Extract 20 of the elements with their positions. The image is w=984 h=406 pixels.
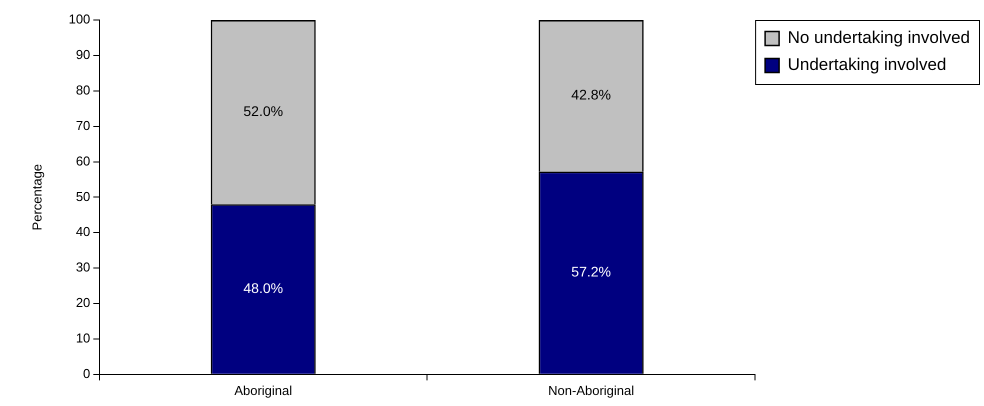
y-tick-label: 20 (76, 295, 90, 310)
x-tick-label: Aboriginal (234, 382, 292, 398)
y-tick-label: 50 (76, 188, 90, 204)
legend-label: Undertaking involved (788, 55, 946, 74)
y-axis-title: Percentage (29, 164, 44, 230)
y-tick-label: 60 (76, 153, 90, 168)
y-tick-label: 10 (76, 330, 90, 346)
y-tick-label: 70 (76, 118, 90, 133)
y-tick-label: 80 (76, 82, 90, 98)
y-tick-label: 40 (76, 224, 90, 240)
y-tick-label: 0 (83, 366, 90, 381)
y-tick-label: 100 (68, 12, 90, 27)
y-tick-label: 90 (76, 47, 90, 62)
data-label: 57.2% (571, 264, 612, 280)
x-tick-label: Non-Aboriginal (548, 382, 634, 398)
y-tick-label: 30 (76, 260, 90, 275)
legend-label: No undertaking involved (788, 28, 970, 48)
data-label: 52.0% (243, 103, 284, 120)
data-label: 42.8% (571, 86, 612, 103)
data-label: 48.0% (243, 280, 284, 296)
